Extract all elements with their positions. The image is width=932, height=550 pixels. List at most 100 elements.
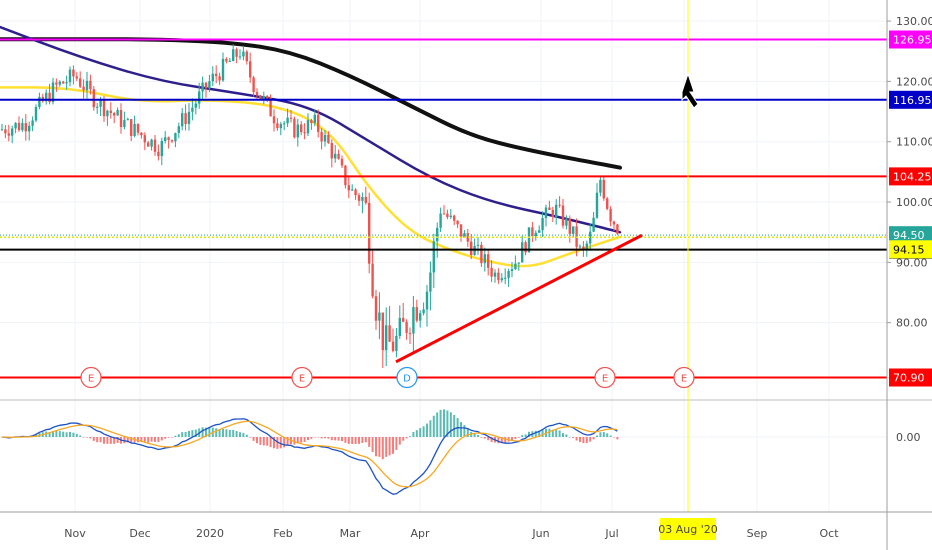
macd-histogram-bar [167,437,170,438]
candle-body [259,95,262,99]
macd-histogram-bar [296,437,299,444]
candle-body [422,309,425,314]
macd-histogram-bar [188,430,190,437]
candle-body [14,122,17,129]
price-tag-label: 70.90 [893,371,925,384]
candle-body [609,208,612,222]
candle-body [177,126,180,133]
macd-histogram-bar [446,410,449,437]
candle-body [378,312,381,321]
candle-body [408,332,412,334]
candle-body [109,110,112,114]
macd-histogram-bar [252,437,255,441]
candle-body [606,198,609,209]
macd-histogram-bar [123,437,126,444]
candle-body [412,307,415,334]
macd-histogram-bar [596,435,598,437]
macd-histogram-bar [572,437,575,438]
macd-histogram-bar [341,437,343,442]
candle-body [99,99,102,107]
macd-histogram-bar [52,431,54,437]
macd-histogram-bar [555,429,558,437]
macd-histogram-bar [364,437,367,443]
macd-histogram-bar [160,437,163,441]
event-marker [80,366,102,389]
candle-body [58,81,61,85]
macd-histogram-bar [477,435,479,437]
macd-histogram-bar [487,437,490,441]
candle-body [157,151,160,157]
macd-histogram-bar [232,429,235,437]
event-marker-label: E [602,373,608,384]
macd-histogram-bar [371,437,374,452]
macd-histogram-bar [320,437,323,439]
candle-body [181,113,184,127]
candle-body [544,207,548,219]
macd-histogram-bar [582,437,585,444]
candle-body [466,233,469,242]
macd-panel [1,409,619,495]
macd-histogram-bar [106,437,109,444]
macd-histogram-bar [521,435,524,437]
candle-body [204,82,208,89]
candle-body [476,244,480,246]
macd-histogram-bar [398,437,401,445]
macd-histogram-bar [235,431,238,437]
price-tag-box [889,30,932,49]
macd-histogram-bar [500,437,503,444]
time-tick-label: Oct [819,527,839,540]
candle-body [102,99,106,117]
candle-body [238,56,242,58]
price-tick-label: 80.00 [896,317,928,330]
candle-body [313,114,316,124]
macd-histogram-bar [432,415,435,437]
candle-body [405,321,408,333]
candle-body [232,49,235,61]
macd-histogram-bar [99,437,102,443]
ma-50-line [0,86,622,268]
macd-histogram-bar [157,437,160,443]
candle-body [381,312,384,351]
macd-histogram-bar [92,437,95,441]
price-tick-label: 90.00 [896,256,928,269]
macd-histogram-bar [395,437,398,450]
candle-body [201,82,204,92]
macd-histogram-bar [514,437,517,439]
macd-histogram-bar [412,431,415,437]
macd-histogram-bar [154,437,156,442]
macd-histogram-bar [72,432,75,437]
candle-body [150,139,153,147]
macd-histogram-bar [79,435,82,437]
candle-body [68,69,72,83]
event-marker [673,366,695,389]
cursor-layer [681,72,699,109]
candle-body [24,123,27,132]
macd-histogram-bar [191,430,194,437]
time-tick-label: Sep [747,527,768,540]
macd-histogram-bar [528,431,530,437]
candle-body [133,123,136,136]
date-highlight-label: 03 Aug '20 [658,523,718,536]
macd-histogram-bar [218,429,221,437]
candle-body [487,254,490,268]
candle-body [561,205,565,226]
macd-histogram-bar [228,430,231,437]
macd-histogram-bar [616,437,619,440]
candle-body [96,106,99,108]
macd-histogram-bar [303,437,306,443]
candle-body [306,120,310,134]
event-marker [291,366,313,389]
candle-body [517,262,520,264]
candle-body [538,230,541,233]
candle-body [429,272,432,292]
macd-histogram-bar [300,437,303,443]
macd-histogram-bar [86,437,88,438]
candle-body [164,137,167,141]
macd-histogram-bar [69,431,71,437]
macd-histogram-bar [517,437,520,438]
candle-body [17,122,21,131]
macd-histogram-bar [89,437,92,439]
candle-body [527,227,531,253]
